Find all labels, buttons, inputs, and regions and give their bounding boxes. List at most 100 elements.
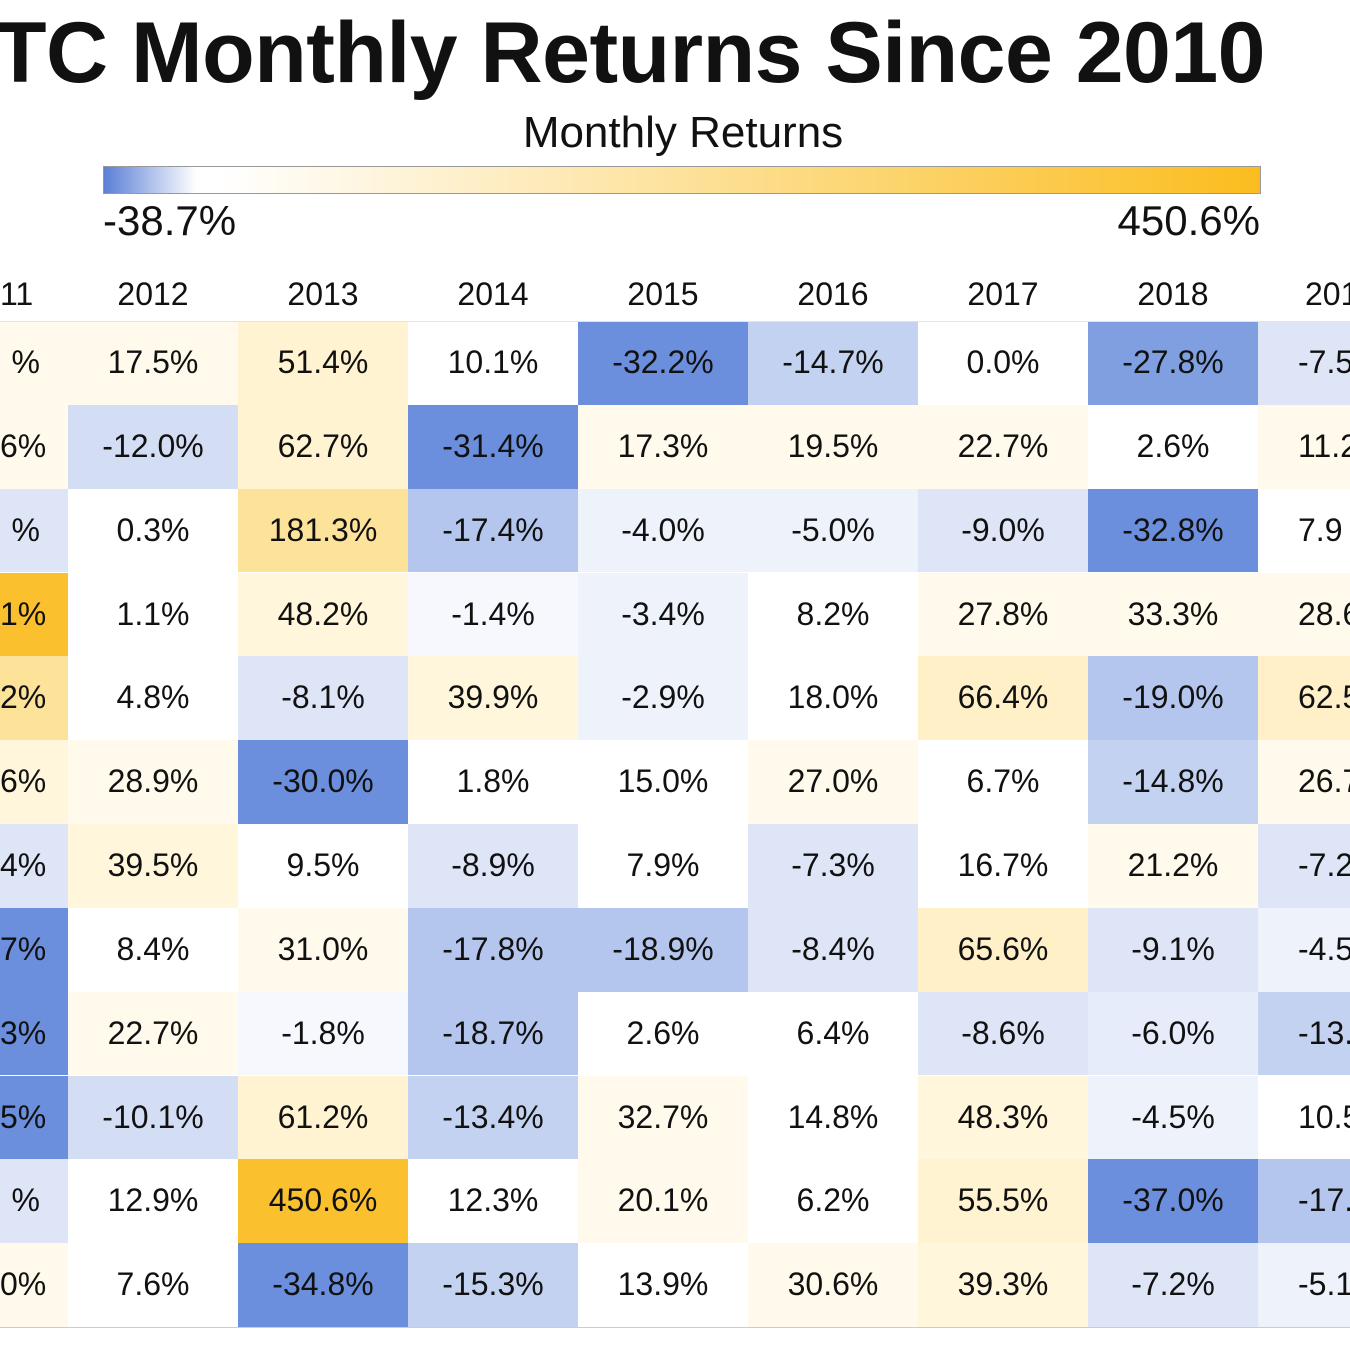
heatmap-cell: 18.0%	[748, 656, 918, 741]
heatmap-cell: %	[0, 321, 68, 405]
heatmap-cell: 8.4%	[68, 907, 238, 992]
heatmap-cell: -9.1%	[1088, 907, 1258, 992]
heatmap-cell: -7.2%	[1088, 1243, 1258, 1327]
heatmap-cell: 6.7%	[918, 740, 1088, 824]
heatmap-cell: 22.7%	[68, 991, 238, 1076]
heatmap-cell: 1%	[0, 572, 68, 657]
heatmap-cell: 61.2%	[238, 1075, 408, 1160]
heatmap-cell: -1.4%	[408, 572, 578, 657]
heatmap-cell: 9.5%	[238, 824, 408, 908]
heatmap-cell: 2.6%	[578, 991, 748, 1076]
column-header: 2013	[287, 276, 359, 312]
heatmap-cell: -5.1	[1258, 1243, 1350, 1327]
heatmap-cell: 17.5%	[68, 321, 238, 405]
heatmap-cell: -18.9%	[578, 907, 748, 992]
heatmap-cell: 14.8%	[748, 1075, 918, 1160]
heatmap-cell: 66.4%	[918, 656, 1088, 741]
heatmap-cell: 7.6%	[68, 1243, 238, 1327]
heatmap-cell: 27.0%	[748, 740, 918, 824]
heatmap-cell: 7.9%	[578, 824, 748, 908]
column-header: 2016	[797, 276, 869, 312]
heatmap-cell: -4.5	[1258, 907, 1350, 992]
heatmap-cell: 21.2%	[1088, 824, 1258, 908]
heatmap-cell: 51.4%	[238, 321, 408, 405]
heatmap-cell: -13.4%	[408, 1075, 578, 1160]
heatmap-cell: -8.1%	[238, 656, 408, 741]
heatmap-cell: -34.8%	[238, 1243, 408, 1327]
heatmap-cell: 39.3%	[918, 1243, 1088, 1327]
heatmap-cell: -7.3%	[748, 824, 918, 908]
colorbar-max: 450.6%	[1117, 197, 1260, 244]
column-header: 201	[1305, 276, 1350, 312]
heatmap-cell: 15.0%	[578, 740, 748, 824]
heatmap-cell: -17.4%	[408, 488, 578, 573]
heatmap-cell: 1.1%	[68, 572, 238, 657]
heatmap-cell: 39.5%	[68, 824, 238, 908]
heatmap-cell: -4.5%	[1088, 1075, 1258, 1160]
heatmap-cell: -32.8%	[1088, 488, 1258, 573]
heatmap-cell: -8.6%	[918, 991, 1088, 1076]
heatmap-cell: -12.0%	[68, 404, 238, 489]
heatmap-cell: -8.4%	[748, 907, 918, 992]
heatmap-cell: 6.2%	[748, 1159, 918, 1244]
heatmap-cell: -8.9%	[408, 824, 578, 908]
colorbar	[103, 166, 1261, 194]
heatmap-cell: 39.9%	[408, 656, 578, 741]
heatmap-cell: 20.1%	[578, 1159, 748, 1244]
heatmap-cell: 6.4%	[748, 991, 918, 1076]
heatmap-cell: -2.9%	[578, 656, 748, 741]
heatmap-cell: 30.6%	[748, 1243, 918, 1327]
heatmap-cell: 2.6%	[1088, 404, 1258, 489]
heatmap-cell: -30.0%	[238, 740, 408, 824]
heatmap-cell: -10.1%	[68, 1075, 238, 1160]
heatmap-cell: -17.8%	[408, 907, 578, 992]
column-header: 2018	[1137, 276, 1209, 312]
heatmap-cell: 28.6	[1258, 572, 1350, 657]
heatmap-cell: 6%	[0, 740, 68, 824]
heatmap-cell: 65.6%	[918, 907, 1088, 992]
column-header: 2015	[627, 276, 699, 312]
heatmap-cell: 181.3%	[238, 488, 408, 573]
heatmap-cell: 48.2%	[238, 572, 408, 657]
column-header: 11	[0, 276, 34, 312]
heatmap-cell: -27.8%	[1088, 321, 1258, 405]
heatmap-cell: 33.3%	[1088, 572, 1258, 657]
heatmap-cell: -5.0%	[748, 488, 918, 573]
heatmap-cell: -14.7%	[748, 321, 918, 405]
heatmap-cell: 55.5%	[918, 1159, 1088, 1244]
heatmap-cell: 16.7%	[918, 824, 1088, 908]
heatmap-cell: %	[0, 488, 68, 573]
heatmap-cell: 6%	[0, 404, 68, 489]
heatmap-cell: 48.3%	[918, 1075, 1088, 1160]
heatmap-cell: -13.8	[1258, 991, 1350, 1076]
heatmap-cell: 26.7	[1258, 740, 1350, 824]
heatmap-cell: -1.8%	[238, 991, 408, 1076]
heatmap-cell: 3%	[0, 991, 68, 1076]
heatmap-cell: 13.9%	[578, 1243, 748, 1327]
heatmap-cell: 10.5	[1258, 1075, 1350, 1160]
heatmap-cell: 5%	[0, 1075, 68, 1160]
heatmap-cell: -15.3%	[408, 1243, 578, 1327]
heatmap-cell: 7%	[0, 907, 68, 992]
column-header: 2012	[117, 276, 189, 312]
heatmap-cell: -31.4%	[408, 404, 578, 489]
heatmap-cell: -14.8%	[1088, 740, 1258, 824]
heatmap-cell: -37.0%	[1088, 1159, 1258, 1244]
heatmap-cell: -6.0%	[1088, 991, 1258, 1076]
heatmap-cell: 4.8%	[68, 656, 238, 741]
heatmap-cell: 31.0%	[238, 907, 408, 992]
heatmap-cell: 0.0%	[918, 321, 1088, 405]
heatmap-cell: 8.2%	[748, 572, 918, 657]
heatmap-cell: 0.3%	[68, 488, 238, 573]
heatmap-cell: -9.0%	[918, 488, 1088, 573]
heatmap-cell: -7.5	[1258, 321, 1350, 405]
heatmap-cell: 32.7%	[578, 1075, 748, 1160]
column-header: 2017	[967, 276, 1039, 312]
heatmap-cell: 7.9	[1258, 488, 1350, 573]
heatmap-cell: 28.9%	[68, 740, 238, 824]
heatmap-cell: -19.0%	[1088, 656, 1258, 741]
heatmap-cell: 1.8%	[408, 740, 578, 824]
heatmap-cell: 17.3%	[578, 404, 748, 489]
heatmap-cell: 62.7%	[238, 404, 408, 489]
